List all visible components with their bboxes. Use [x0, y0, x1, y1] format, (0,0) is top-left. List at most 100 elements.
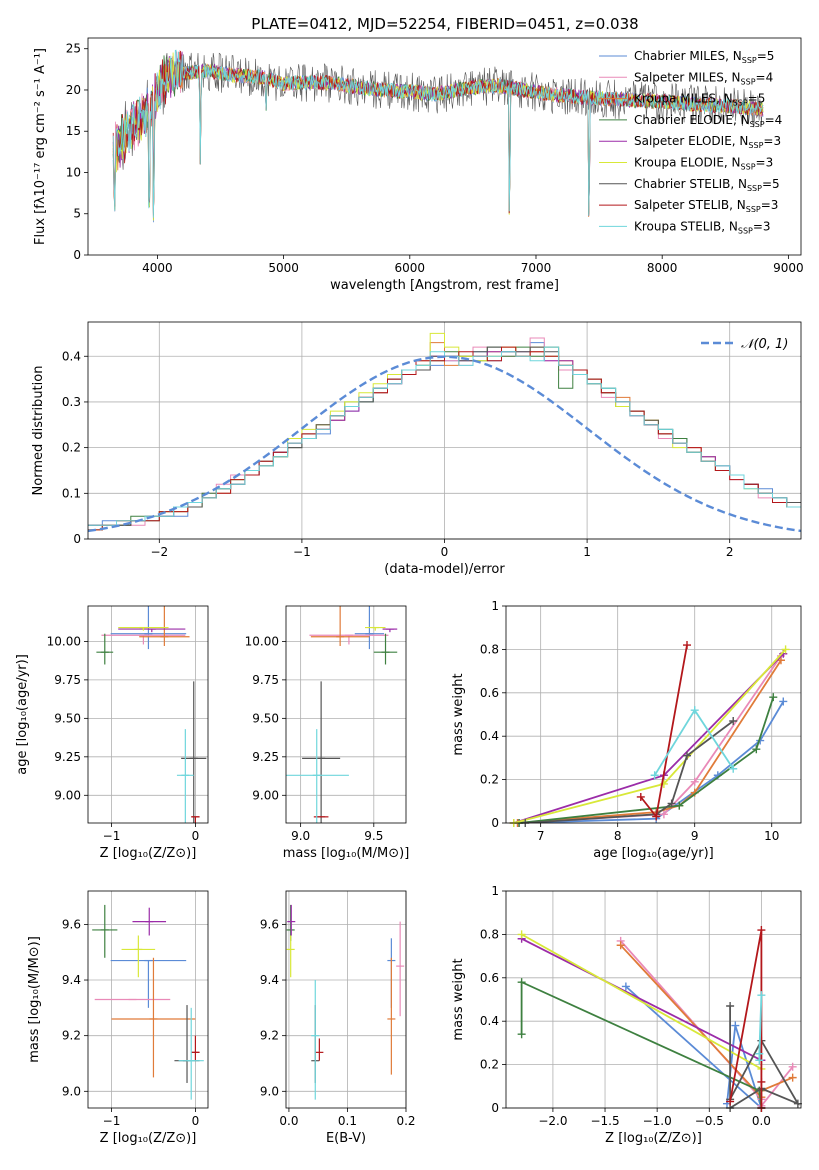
legend-subscript: SSP: [750, 120, 765, 129]
x-axis-label: Z [log₁₀(Z/Z⊙)]: [100, 1131, 197, 1146]
legend-text: Salpeter MILES, N: [634, 70, 741, 84]
plus-marker: [726, 1002, 735, 1011]
y-tick-label: 0.4: [480, 1014, 499, 1028]
x-axis-label: E(B-V): [326, 1131, 366, 1146]
y-tick-label: 10.00: [245, 634, 279, 648]
age-vs-weight-panel: 7 8 9 10 0 0.2 0.4 0.6 0.8 1 age [log₁₀(age/yr)] ma…: [451, 599, 802, 861]
legend-text: Kroupa STELIB, N: [634, 219, 738, 233]
legend-entry: Salpeter ELODIE, NSSP=3: [634, 134, 781, 150]
plus-marker: [690, 777, 699, 786]
x-tick-label: 5000: [268, 261, 299, 275]
y-tick-label: 9.0: [62, 1084, 81, 1098]
x-tick-label: −1: [293, 545, 311, 559]
y-tick-label: 9.4: [260, 973, 279, 987]
x-tick-label: 10: [764, 829, 779, 843]
y-tick-label: 9.6: [260, 917, 279, 931]
y-tick-label: 9.0: [260, 1084, 279, 1098]
y-tick-label: 0: [491, 816, 499, 830]
plus-marker: [621, 982, 630, 991]
y-tick-label: 9.25: [54, 750, 81, 764]
plus-marker: [517, 930, 526, 939]
x-axis-label: Z [log₁₀(Z/Z⊙)]: [100, 846, 197, 861]
legend-entry: 𝒩(0, 1): [741, 337, 788, 352]
x-tick-label: −2.0: [538, 1114, 567, 1128]
plus-marker: [652, 812, 661, 821]
y-tick-label: 25: [66, 42, 81, 56]
x-tick-label: 0.0: [752, 1114, 771, 1128]
axes-frame: [87, 37, 802, 256]
plus-marker: [517, 1030, 526, 1039]
x-axis-label: (data-model)/error: [384, 562, 505, 577]
legend-subscript: SSP: [733, 99, 748, 108]
y-tick-label: 1: [491, 884, 499, 898]
y-tick-label: 9.75: [252, 673, 279, 687]
plus-marker: [788, 1073, 797, 1082]
x-tick-label: 7: [537, 829, 545, 843]
plus-marker: [667, 799, 676, 808]
legend-entry: Kroupa STELIB, NSSP=3: [634, 219, 771, 235]
legend-value: =3: [753, 219, 771, 233]
axes-frame: [87, 321, 802, 540]
y-tick-label: 9.00: [54, 788, 81, 802]
x-tick-label: 9: [691, 829, 699, 843]
plus-marker: [731, 1021, 740, 1030]
plus-marker: [729, 764, 738, 773]
weight-line-salpeter-miles: [620, 940, 794, 1108]
weight-line-salpeter-stelib: [640, 644, 688, 819]
plus-marker: [769, 693, 778, 702]
plus-marker: [659, 810, 668, 819]
y-tick-label: 0.2: [480, 773, 499, 787]
plus-marker: [683, 641, 692, 650]
y-tick-label: 9.75: [54, 673, 81, 687]
legend-text: Chabrier MILES, N: [634, 49, 742, 63]
residuals-panel: −2 −1 0 1 2 0 0.1 0.2 0.3 0.4 𝒩(0, 1) (data-model)/…: [31, 321, 802, 577]
legend-subscript: SSP: [741, 77, 756, 86]
spectrum-line-kroupa-stelib: [112, 49, 764, 218]
y-tick-label: 9.4: [62, 973, 81, 987]
legend-text: Kroupa MILES, N: [634, 92, 733, 106]
legend-text: Salpeter ELODIE, N: [634, 134, 748, 148]
legend-entry: Chabrier ELODIE, NSSP=4: [634, 113, 782, 129]
legend-entry: Chabrier MILES, NSSP=5: [634, 49, 774, 65]
legend-entry: Kroupa ELODIE, NSSP=3: [634, 156, 773, 172]
plus-marker: [636, 792, 645, 801]
legend-value: =3: [763, 134, 781, 148]
x-tick-label: 4000: [142, 261, 173, 275]
legend-subscript: SSP: [747, 184, 762, 193]
plus-marker: [755, 1056, 764, 1065]
mass-vs-age-panel: 9.0 9.5 9.00 9.25 9.50 9.75 10.00 mass [log₁₀(M…: [245, 605, 410, 861]
y-tick-label: 9.2: [260, 1029, 279, 1043]
x-tick-label: −2: [150, 545, 168, 559]
weight-line-chabrier-miles: [519, 701, 785, 823]
legend-value: =4: [756, 70, 774, 84]
legend-subscript: SSP: [742, 56, 757, 65]
axes-frame: [285, 890, 407, 1109]
plus-marker: [690, 706, 699, 715]
y-tick-label: 0.2: [480, 1058, 499, 1072]
x-tick-label: 9.0: [291, 829, 310, 843]
x-tick-label: −1: [103, 829, 121, 843]
y-axis-label: Flux [fλ10⁻¹⁷ erg cm⁻² s⁻¹ A⁻¹]: [33, 48, 48, 245]
y-tick-label: 9.25: [252, 750, 279, 764]
x-tick-label: 2: [726, 545, 734, 559]
y-tick-label: 9.2: [62, 1029, 81, 1043]
legend-subscript: SSP: [741, 163, 756, 172]
legend-text: Chabrier STELIB, N: [634, 177, 747, 191]
plus-marker: [793, 1099, 802, 1108]
weight-line-salpeter-elodie: [521, 937, 762, 1062]
y-tick-label: 0: [491, 1101, 499, 1115]
plus-marker: [729, 717, 738, 726]
x-axis-label: mass [log₁₀(M/M⊙)]: [283, 846, 410, 861]
y-tick-label: 0.6: [480, 971, 499, 985]
plus-marker: [650, 771, 659, 780]
y-tick-label: 9.50: [54, 711, 81, 725]
legend-text: Kroupa ELODIE, N: [634, 156, 741, 170]
x-tick-label: 7000: [521, 261, 552, 275]
axes-frame: [505, 605, 802, 824]
plus-marker: [616, 941, 625, 950]
z-vs-mass-panel: −1 0 9.0 9.2 9.4 9.6 Z [log₁₀(Z/Z⊙)] mass [log₁…: [27, 890, 209, 1146]
y-tick-label: 0.4: [480, 729, 499, 743]
plus-marker: [517, 978, 526, 987]
